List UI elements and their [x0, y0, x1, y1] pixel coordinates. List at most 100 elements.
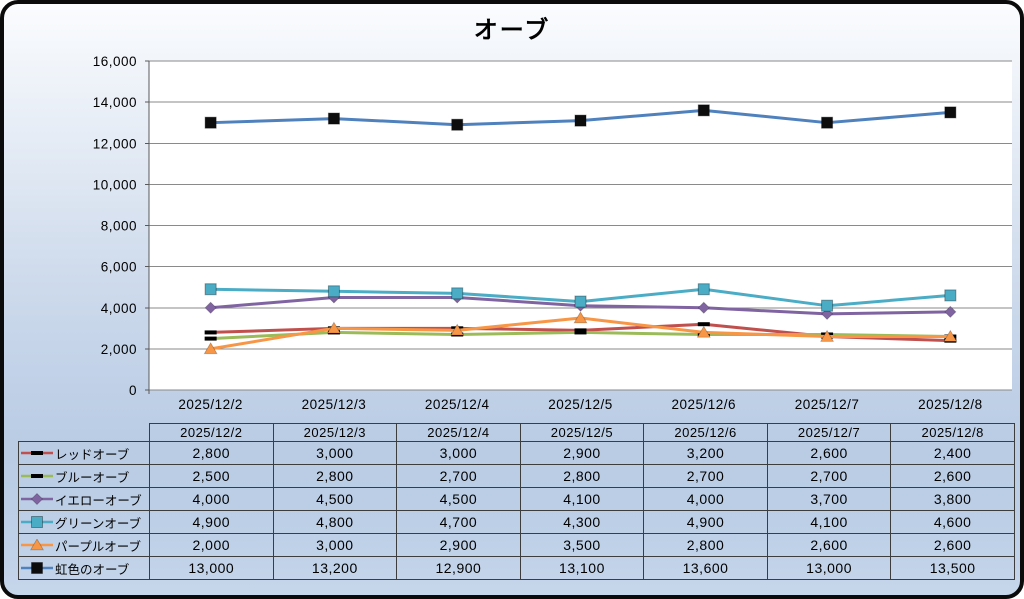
table-value-cell: 4,100 — [519, 487, 645, 511]
table-value-cell: 13,100 — [519, 556, 645, 580]
legend-key-icon — [21, 516, 53, 528]
series-5 — [204, 104, 957, 131]
table-value-cell: 12,900 — [396, 556, 521, 580]
table-value-cell: 2,800 — [643, 533, 768, 557]
series-name-label: 虹色のオーブ — [55, 562, 130, 577]
legend-key-icon — [21, 539, 53, 551]
x-axis-labels: 2025/12/2 2025/12/3 2025/12/4 2025/12/5 2025… — [178, 397, 982, 412]
table-value-cell: 2,600 — [890, 533, 1015, 557]
table-header-date: 2025/12/6 — [643, 423, 768, 442]
legend-cell: グリーンオーブ — [18, 510, 150, 534]
svg-text:2025/12/3: 2025/12/3 — [302, 397, 367, 412]
svg-text:16,000: 16,000 — [93, 54, 137, 69]
table-value-cell: 13,200 — [272, 556, 398, 580]
table-value-cell: 13,000 — [149, 556, 274, 580]
table-row: イエローオーブ 4,000 4,500 4,500 4,100 4,000 3,700 3,8… — [18, 487, 1015, 511]
table-value-cell: 4,300 — [519, 510, 645, 534]
table-value-cell: 13,600 — [643, 556, 768, 580]
table-header-date: 2025/12/3 — [272, 423, 398, 442]
svg-text:8,000: 8,000 — [101, 219, 137, 234]
series-name-label: パープルオーブ — [55, 539, 142, 554]
legend-cell: ブルーオーブ — [18, 464, 150, 488]
table-value-cell: 2,700 — [643, 464, 768, 488]
table-value-cell: 4,100 — [766, 510, 892, 534]
line-chart: 0 2,000 4,000 6,000 8,000 10,000 12,000 14,000 1… — [93, 54, 1012, 412]
table-value-cell: 4,800 — [272, 510, 398, 534]
series-name-label: グリーンオーブ — [55, 516, 142, 531]
table-value-cell: 4,000 — [149, 487, 274, 511]
svg-text:12,000: 12,000 — [93, 136, 137, 151]
table-value-cell: 4,000 — [643, 487, 768, 511]
table-value-cell: 4,500 — [272, 487, 398, 511]
svg-text:14,000: 14,000 — [93, 95, 137, 110]
legend-cell: イエローオーブ — [18, 487, 150, 511]
table-value-cell: 3,000 — [272, 533, 398, 557]
legend-cell: パープルオーブ — [18, 533, 150, 557]
svg-text:2,000: 2,000 — [101, 342, 137, 357]
table-value-cell: 2,600 — [766, 533, 892, 557]
table-value-cell: 13,000 — [766, 556, 892, 580]
table-value-cell: 3,800 — [890, 487, 1015, 511]
svg-text:10,000: 10,000 — [93, 177, 137, 192]
table-row: グリーンオーブ 4,900 4,800 4,700 4,300 4,900 4,100 4,6… — [18, 510, 1015, 534]
table-row: ブルーオーブ 2,500 2,800 2,700 2,800 2,700 2,700 2,60… — [18, 464, 1015, 488]
table-value-cell: 3,500 — [519, 533, 645, 557]
table-value-cell: 13,500 — [890, 556, 1015, 580]
table-value-cell: 4,600 — [890, 510, 1015, 534]
table-value-cell: 2,600 — [766, 441, 892, 465]
table-value-cell: 2,500 — [149, 464, 274, 488]
table-corner-cell — [19, 424, 150, 442]
table-header-date: 2025/12/4 — [396, 423, 521, 442]
table-value-cell: 3,700 — [766, 487, 892, 511]
table-value-cell: 2,800 — [149, 441, 274, 465]
svg-text:2025/12/2: 2025/12/2 — [178, 397, 243, 412]
chart-title: オーブ — [473, 17, 551, 44]
table-value-cell: 2,700 — [766, 464, 892, 488]
table-value-cell: 2,800 — [272, 464, 398, 488]
table-header-date: 2025/12/5 — [519, 423, 645, 442]
legend-cell: 虹色のオーブ — [18, 556, 150, 580]
table-value-cell: 2,700 — [396, 464, 521, 488]
series-3 — [204, 283, 957, 312]
table-body: レッドオーブ 2,800 3,000 3,000 2,900 3,200 2,600 2,40… — [18, 441, 1015, 580]
series-4 — [203, 311, 958, 355]
legend-key-icon — [21, 474, 53, 478]
svg-text:2025/12/4: 2025/12/4 — [425, 397, 490, 412]
table-value-cell: 4,900 — [643, 510, 768, 534]
table-value-cell: 2,900 — [396, 533, 521, 557]
series-name-label: レッドオーブ — [55, 447, 130, 462]
table-value-cell: 4,900 — [149, 510, 274, 534]
table-value-cell: 4,700 — [396, 510, 521, 534]
series-name-label: ブルーオーブ — [55, 470, 130, 485]
table-header-date: 2025/12/2 — [149, 423, 274, 442]
table-row: レッドオーブ 2,800 3,000 3,000 2,900 3,200 2,600 2,40… — [18, 441, 1015, 465]
table-value-cell: 2,000 — [149, 533, 274, 557]
table-value-cell: 2,600 — [890, 464, 1015, 488]
table-value-cell: 3,200 — [643, 441, 768, 465]
legend-key-icon — [21, 562, 53, 574]
svg-text:4,000: 4,000 — [101, 301, 137, 316]
svg-text:2025/12/7: 2025/12/7 — [795, 397, 860, 412]
table-value-cell: 4,500 — [396, 487, 521, 511]
legend-key-icon — [21, 451, 53, 455]
svg-text:2025/12/6: 2025/12/6 — [672, 397, 737, 412]
table-header-date: 2025/12/8 — [890, 423, 1015, 442]
table-header-row: 2025/12/2 2025/12/3 2025/12/4 2025/12/5 2025… — [19, 423, 1015, 442]
table-value-cell: 2,400 — [890, 441, 1015, 465]
table-value-cell: 3,000 — [396, 441, 521, 465]
table-header-date: 2025/12/7 — [766, 423, 892, 442]
svg-text:6,000: 6,000 — [101, 260, 137, 275]
table-row: 虹色のオーブ 13,000 13,200 12,900 13,100 13,600 13,0… — [18, 556, 1015, 580]
svg-text:0: 0 — [129, 383, 137, 398]
table-head: 2025/12/2 2025/12/3 2025/12/4 2025/12/5 2025… — [19, 423, 1015, 442]
legend-key-icon — [21, 493, 53, 505]
svg-text:2025/12/8: 2025/12/8 — [918, 397, 983, 412]
table-value-cell: 2,900 — [519, 441, 645, 465]
table-value-cell: 3,000 — [272, 441, 398, 465]
series-name-label: イエローオーブ — [55, 493, 142, 508]
table-row: パープルオーブ 2,000 3,000 2,900 3,500 2,800 2,600 2,6… — [18, 533, 1015, 557]
table-value-cell: 2,800 — [519, 464, 645, 488]
legend-cell: レッドオーブ — [18, 441, 150, 465]
data-table: 2025/12/2 2025/12/3 2025/12/4 2025/12/5 2025… — [18, 423, 1015, 580]
